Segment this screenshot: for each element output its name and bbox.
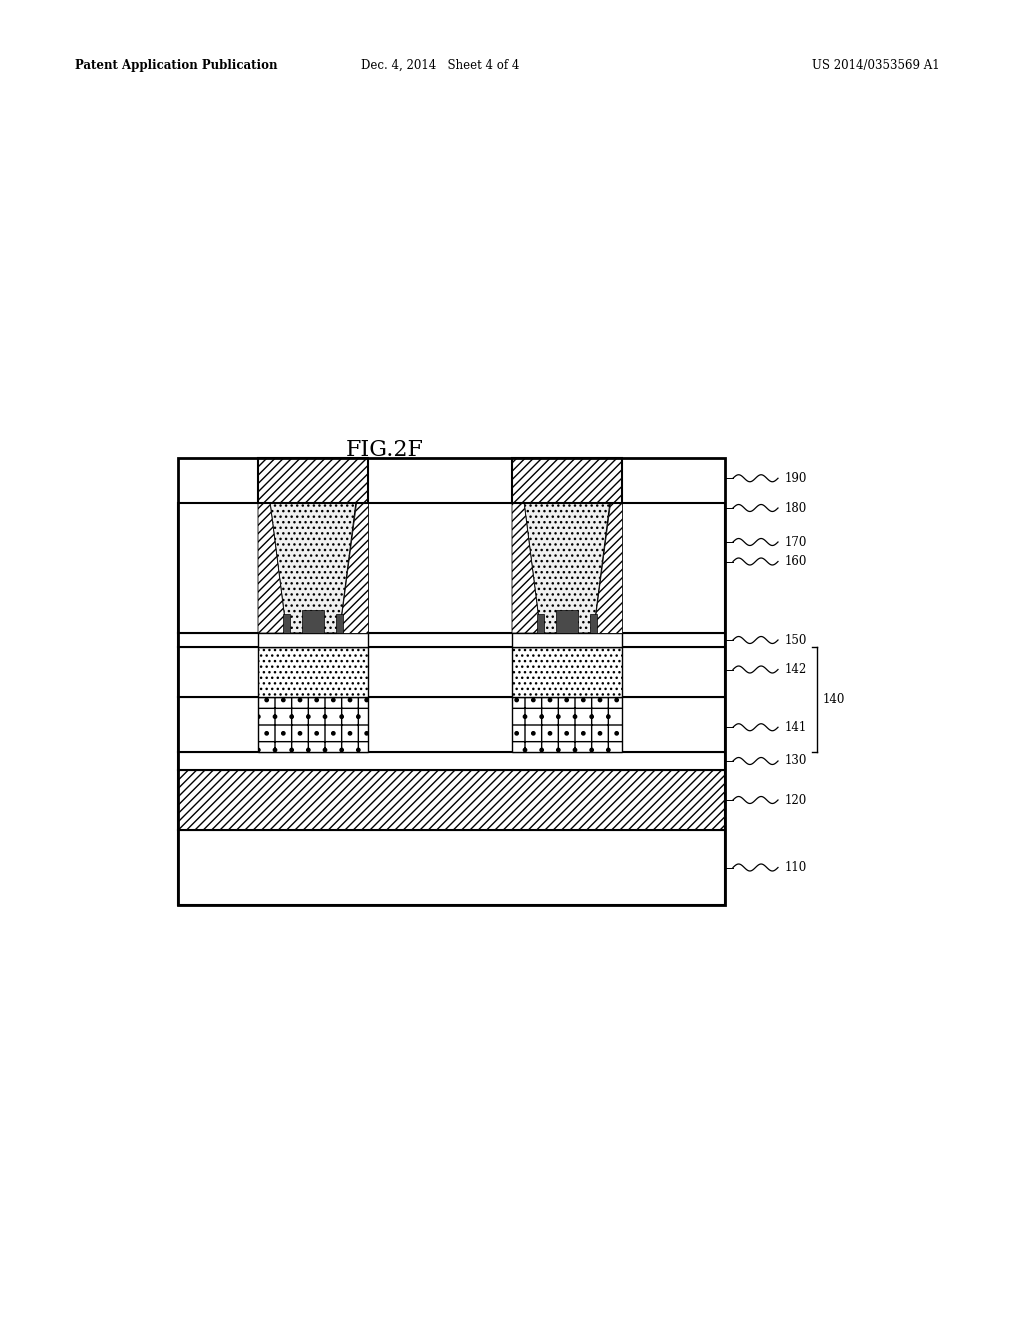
Bar [336,614,343,634]
Bar [178,647,725,697]
Text: 141: 141 [785,721,807,734]
Bar [512,634,622,647]
Bar [512,697,622,752]
Text: 150: 150 [785,634,807,647]
Polygon shape [593,503,622,634]
Bar [178,458,725,906]
Polygon shape [258,503,287,634]
Bar [512,647,622,697]
Bar [178,634,725,647]
Bar [258,697,368,752]
Bar [302,610,324,634]
Bar [590,614,597,634]
Text: 190: 190 [785,471,807,484]
Polygon shape [270,503,356,634]
Bar [178,752,725,770]
Bar [178,697,725,752]
Text: Dec. 4, 2014   Sheet 4 of 4: Dec. 4, 2014 Sheet 4 of 4 [360,58,519,71]
Text: 142: 142 [785,663,807,676]
Text: 170: 170 [785,536,807,549]
Bar [284,614,290,634]
Text: 160: 160 [785,554,807,568]
Text: 180: 180 [785,502,807,515]
Bar [556,610,578,634]
Polygon shape [339,503,368,634]
Bar [258,458,368,503]
Bar [258,634,368,647]
Bar [538,614,544,634]
Bar [258,647,368,697]
Text: 120: 120 [785,793,807,807]
Bar [512,458,622,503]
Polygon shape [524,503,610,634]
Text: 110: 110 [785,861,807,874]
Text: FIG.2F: FIG.2F [346,440,424,461]
Bar [178,770,725,830]
Polygon shape [512,503,541,634]
Bar [178,830,725,906]
Bar [178,503,725,634]
Text: Patent Application Publication: Patent Application Publication [75,58,278,71]
Text: 130: 130 [785,755,807,767]
Text: US 2014/0353569 A1: US 2014/0353569 A1 [812,58,940,71]
Text: 140: 140 [823,693,846,706]
